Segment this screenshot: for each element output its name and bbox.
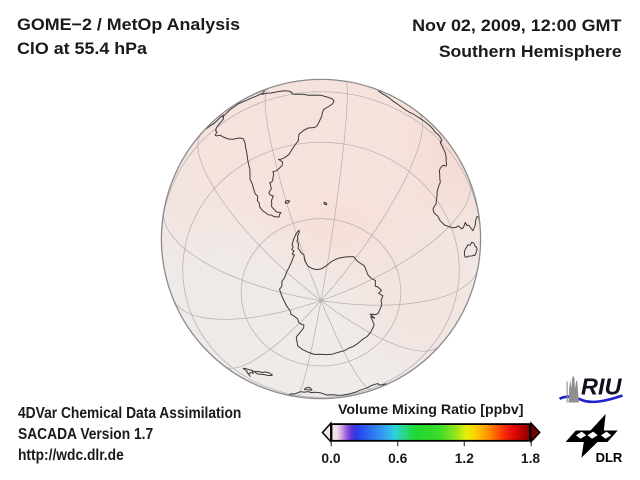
svg-text:RIU: RIU xyxy=(581,374,623,400)
svg-text:DLR: DLR xyxy=(596,450,623,464)
